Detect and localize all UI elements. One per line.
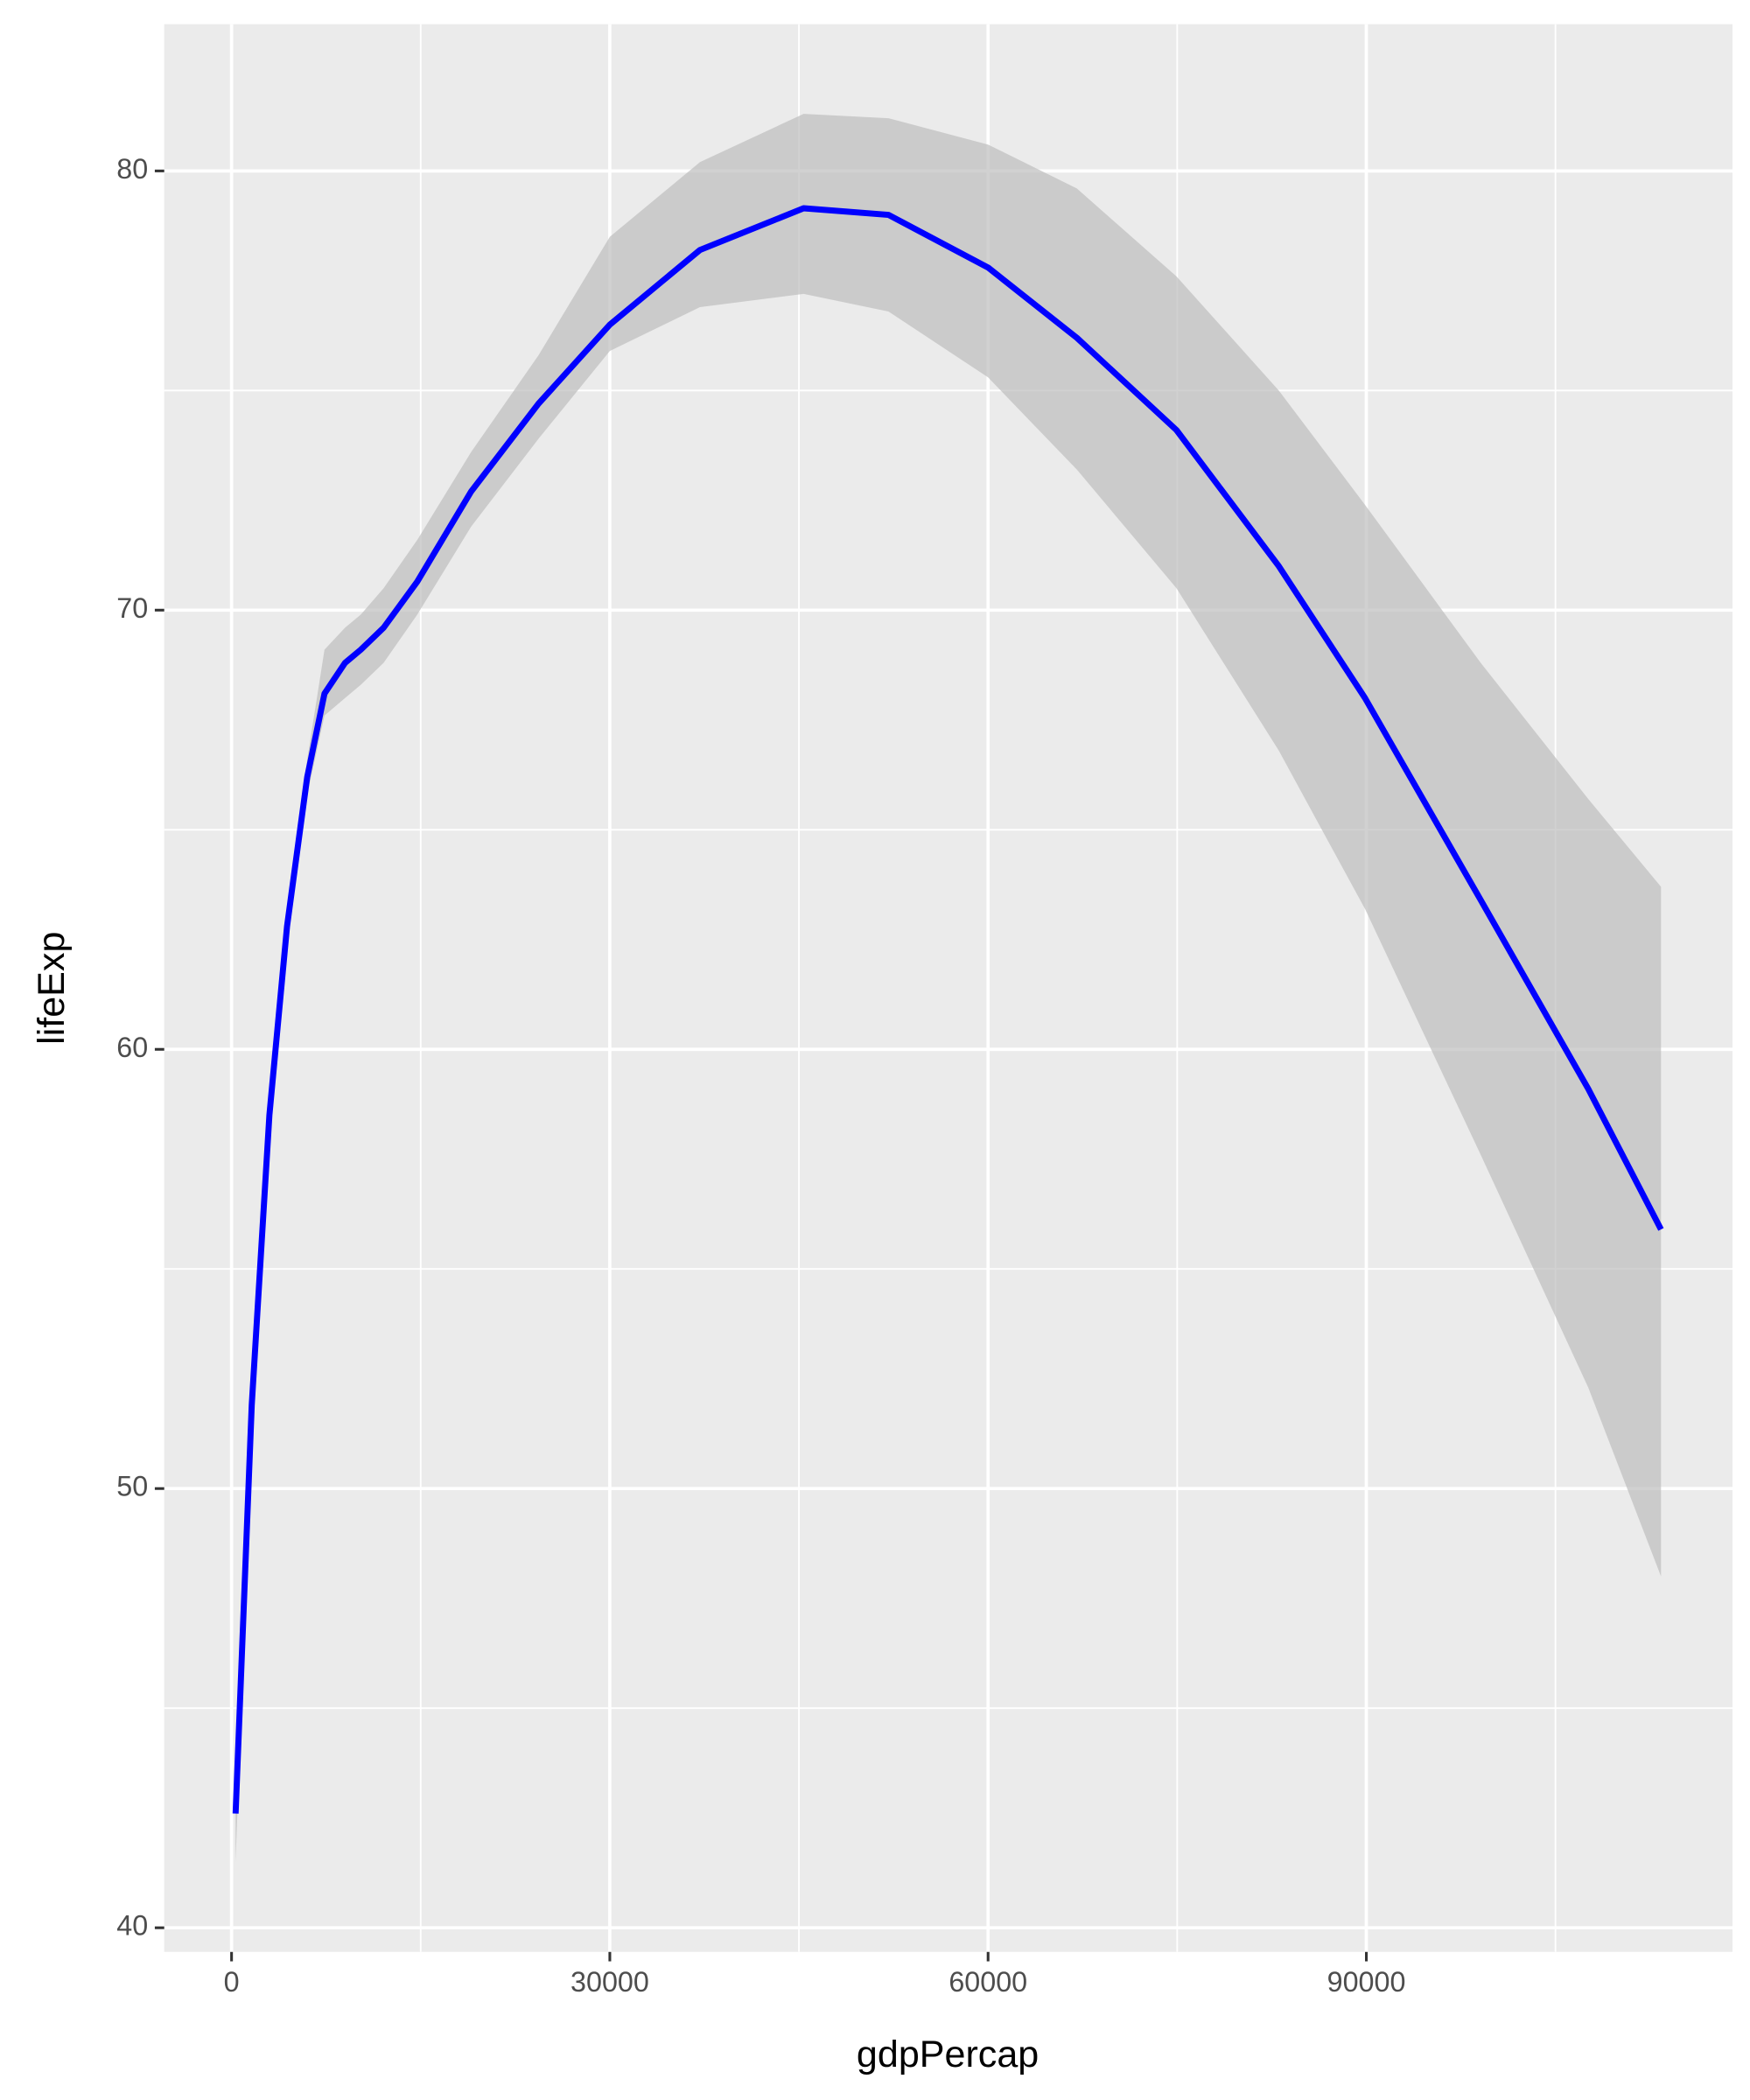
y-axis-title: lifeExp	[31, 932, 73, 1045]
y-tick-label: 50	[116, 1471, 148, 1502]
y-tick-label: 70	[116, 592, 148, 624]
x-tick-label: 30000	[570, 1966, 649, 1998]
x-tick-label: 90000	[1327, 1966, 1406, 1998]
y-tick-label: 40	[116, 1910, 148, 1942]
x-tick-label: 0	[224, 1966, 240, 1998]
x-axis-title: gdpPercap	[857, 2034, 1039, 2076]
confidence-band	[235, 114, 1662, 1862]
line	[232, 205, 1664, 1814]
x-tick-label: 60000	[948, 1966, 1027, 1998]
y-tick-label: 60	[116, 1032, 148, 1063]
y-tick-label: 80	[116, 153, 148, 185]
